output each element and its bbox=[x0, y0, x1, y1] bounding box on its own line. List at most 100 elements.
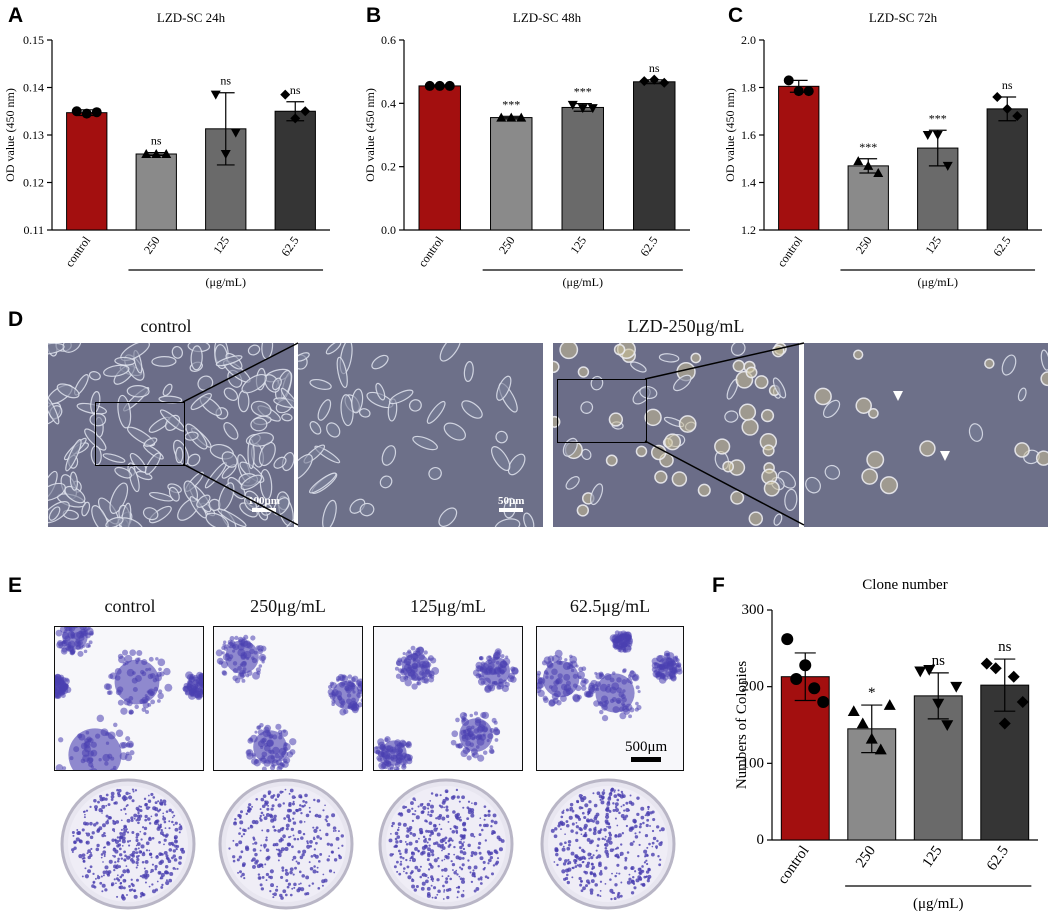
colony-speck bbox=[402, 652, 406, 656]
colony-dot bbox=[292, 817, 295, 820]
y-tick-label: 0.0 bbox=[381, 223, 396, 237]
colony-dot bbox=[139, 830, 142, 833]
colony-dot bbox=[573, 858, 577, 863]
colony-speck bbox=[491, 717, 497, 723]
colony-dot bbox=[603, 838, 606, 841]
colony-dot bbox=[239, 810, 244, 814]
colony-dot bbox=[462, 806, 465, 809]
colony-dot bbox=[441, 849, 443, 852]
data-point bbox=[817, 696, 830, 708]
colony-dot bbox=[391, 824, 394, 828]
colony-dot bbox=[441, 868, 444, 872]
colony-dot bbox=[418, 827, 423, 832]
cell bbox=[678, 415, 697, 433]
colony-speck bbox=[636, 704, 642, 711]
colony-dot bbox=[116, 788, 119, 792]
y-axis-label: Numbers of Colonies bbox=[734, 661, 750, 789]
colony-dot bbox=[411, 878, 414, 881]
cell bbox=[184, 431, 199, 441]
colony-dot bbox=[316, 835, 320, 839]
colony-dot bbox=[462, 890, 465, 892]
colony-speck bbox=[428, 655, 434, 662]
colony-dot bbox=[616, 863, 620, 867]
colony-dot bbox=[143, 826, 148, 831]
colony-dot bbox=[141, 891, 144, 894]
colony-dot bbox=[619, 854, 622, 857]
colony-dot bbox=[73, 840, 77, 844]
colony-dot bbox=[442, 798, 447, 803]
colony-dot bbox=[438, 823, 441, 826]
colony-dot bbox=[95, 847, 100, 852]
colony-dot bbox=[136, 878, 139, 882]
colony-dot bbox=[597, 830, 602, 835]
panel-d-control-label: control bbox=[140, 316, 192, 336]
colony-dot bbox=[588, 828, 592, 832]
colony-dot bbox=[592, 854, 595, 857]
colony-dot bbox=[283, 817, 286, 820]
colony-dot bbox=[233, 821, 237, 826]
cell bbox=[308, 472, 337, 494]
cell bbox=[114, 356, 136, 366]
colony bbox=[225, 640, 259, 674]
colony-dot bbox=[624, 859, 627, 862]
cell bbox=[590, 483, 604, 506]
colony-speck bbox=[362, 693, 363, 698]
colony-dot bbox=[450, 795, 455, 800]
colony-dot bbox=[313, 798, 316, 802]
colony-dot bbox=[106, 819, 109, 822]
cell bbox=[463, 361, 474, 383]
colony-dot bbox=[132, 790, 135, 793]
colony-dot bbox=[473, 865, 478, 870]
colony-dot bbox=[87, 869, 92, 874]
colony-dot bbox=[616, 798, 620, 802]
colony-dot bbox=[86, 832, 91, 837]
colony-speck bbox=[500, 654, 505, 659]
colony-dot bbox=[597, 854, 602, 859]
colony-dot bbox=[439, 794, 442, 797]
colony-dot bbox=[630, 867, 634, 870]
colony-dot bbox=[658, 863, 662, 867]
colony-dot bbox=[110, 794, 115, 799]
colony-dot bbox=[147, 799, 152, 803]
colony-dot bbox=[289, 867, 294, 872]
colony-dot bbox=[593, 828, 597, 833]
colony-dot bbox=[238, 832, 241, 835]
colony-dot bbox=[150, 868, 154, 873]
colony-dot bbox=[429, 799, 432, 802]
colony-dot bbox=[103, 855, 106, 858]
colony-dot bbox=[397, 826, 400, 829]
colony-speck bbox=[394, 666, 399, 671]
colony-dot bbox=[585, 879, 590, 884]
colony-dot bbox=[161, 883, 164, 887]
colony-dot bbox=[646, 854, 649, 857]
colony-dot bbox=[134, 847, 138, 851]
colony-dot bbox=[565, 823, 570, 828]
colony-dot bbox=[293, 882, 297, 887]
colony-dot bbox=[322, 873, 325, 876]
colony-speck bbox=[484, 684, 492, 692]
colony-dot bbox=[90, 847, 93, 851]
colony bbox=[114, 659, 160, 705]
data-point bbox=[781, 633, 794, 646]
colony-dot bbox=[121, 832, 126, 837]
colony-dot bbox=[272, 896, 275, 899]
colony-dot bbox=[91, 884, 95, 888]
colony-dot bbox=[143, 873, 148, 878]
colony-dot bbox=[103, 853, 106, 856]
colony-dot bbox=[254, 852, 258, 857]
colony-dot bbox=[148, 837, 152, 842]
colony-dot bbox=[108, 816, 112, 820]
colony-dot bbox=[484, 839, 487, 842]
scale-bar-control: 100μm bbox=[248, 495, 280, 512]
colony-dot bbox=[110, 791, 115, 796]
colony-speck bbox=[384, 737, 389, 742]
colony-dot bbox=[589, 891, 594, 895]
colony-speck bbox=[537, 670, 542, 676]
colony-speck bbox=[583, 690, 591, 698]
colony-dot bbox=[94, 877, 97, 880]
colony-dot bbox=[647, 867, 651, 871]
colony-dot bbox=[622, 816, 627, 821]
colony-dot bbox=[445, 805, 449, 809]
colony-dot bbox=[275, 848, 278, 851]
